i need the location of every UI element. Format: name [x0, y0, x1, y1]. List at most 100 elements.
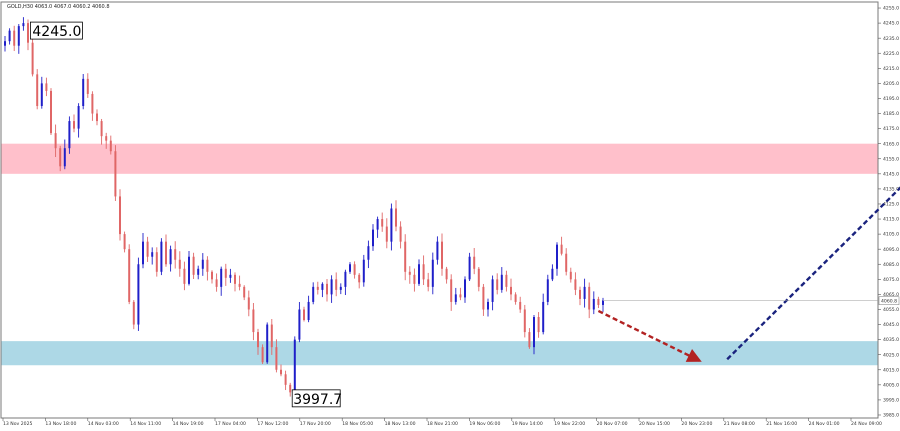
candle-body — [436, 241, 439, 260]
candle-body — [243, 286, 246, 298]
candle-body — [385, 226, 388, 242]
candle-body — [201, 259, 204, 269]
candle-body — [404, 241, 407, 272]
candle-body — [312, 286, 315, 302]
x-tick-label: 24 Nov 01:00 — [809, 421, 840, 427]
y-tick-label: 4095.0 — [883, 247, 899, 253]
candle-body — [326, 283, 328, 295]
candle-body — [602, 300, 604, 305]
candle-body — [362, 259, 365, 283]
y-tick-label: 4145.0 — [883, 171, 899, 177]
candle-body — [459, 294, 462, 298]
candle-body — [165, 241, 167, 265]
candle-body — [54, 133, 57, 149]
candle-body — [169, 249, 172, 265]
candle-body — [178, 259, 181, 269]
y-tick-label: 4235.0 — [883, 36, 899, 42]
candle-body — [63, 148, 66, 167]
candle-body — [128, 249, 131, 302]
candle-body — [215, 279, 218, 287]
high-callout-box — [29, 21, 83, 40]
symbol-header: GOLD,H30 4063.0 4067.0 4060.2 4060.8 — [7, 4, 110, 10]
candle-body — [146, 241, 149, 257]
candle-body — [293, 339, 296, 393]
candle-body — [36, 74, 39, 106]
candle-body — [523, 309, 526, 333]
y-tick-label: 4215.0 — [883, 66, 899, 72]
y-tick-label: 4055.0 — [883, 307, 899, 313]
candle-body — [528, 332, 531, 348]
x-tick-label: 17 Nov 20:00 — [300, 421, 331, 427]
candle-body — [40, 83, 43, 106]
candle-body — [183, 268, 186, 284]
candle-body — [542, 301, 545, 333]
candle-body — [588, 286, 591, 310]
x-tick-label: 20 Nov 07:00 — [597, 421, 628, 427]
candle-body — [137, 264, 140, 325]
x-tick-label: 21 Nov 08:00 — [724, 421, 755, 427]
candle-body — [390, 208, 393, 242]
candle-body — [514, 294, 517, 302]
candle-body — [556, 244, 558, 269]
x-tick-label: 18 Nov 05:00 — [342, 421, 373, 427]
y-tick-label: 4225.0 — [883, 51, 899, 57]
candle-body — [482, 286, 485, 310]
candle-body — [73, 121, 75, 129]
candle-body — [349, 264, 351, 272]
y-tick-label: 3985.0 — [883, 413, 899, 419]
candle-body — [211, 271, 213, 280]
y-tick-label: 4045.0 — [883, 322, 899, 328]
candle-body — [473, 256, 476, 269]
candle-body — [418, 264, 420, 284]
candle-body — [109, 140, 112, 152]
candle-body — [395, 208, 397, 227]
candles-group — [4, 17, 604, 397]
candle-body — [91, 93, 94, 114]
candle-body — [289, 384, 292, 393]
candle-body — [284, 374, 287, 385]
candle-body — [422, 264, 425, 280]
candle-body — [519, 301, 522, 310]
candle-body — [376, 219, 379, 230]
candle-body — [82, 78, 85, 106]
candle-body — [280, 369, 282, 375]
x-tick-label: 24 Nov 09:00 — [851, 421, 882, 427]
candle-body — [252, 309, 255, 333]
candle-body — [358, 274, 361, 283]
x-tick-label: 13 Nov 2025 — [3, 421, 32, 427]
candle-body — [500, 274, 503, 290]
candle-body — [303, 309, 305, 321]
y-tick-label: 4195.0 — [883, 96, 899, 102]
candle-body — [100, 121, 103, 137]
candle-body — [579, 289, 581, 299]
decline-arrow — [597, 309, 702, 362]
y-tick-label: 3995.0 — [883, 398, 899, 404]
candle-body — [505, 274, 508, 287]
candle-body — [330, 279, 333, 295]
candle-body — [477, 268, 480, 287]
candle-body — [464, 279, 466, 298]
y-tick-label: 4245.0 — [883, 21, 899, 27]
candle-body — [298, 309, 301, 340]
candle-body — [592, 298, 595, 310]
x-tick-label: 14 Nov 11:00 — [130, 421, 161, 427]
x-tick-label: 21 Nov 16:00 — [766, 421, 797, 427]
candle-body — [491, 279, 494, 302]
candle-body — [344, 271, 347, 287]
candle-body — [77, 106, 80, 129]
x-tick-label: 18 Nov 21:00 — [427, 421, 458, 427]
candle-body — [275, 347, 278, 370]
price-tag-box — [878, 296, 900, 305]
candle-body — [224, 268, 227, 278]
candle-body — [220, 268, 223, 287]
price-tag-label: 4060.8 — [881, 299, 897, 305]
high-callout-label: 4245.0 — [32, 24, 81, 40]
candle-body — [427, 279, 430, 287]
candle-body — [569, 271, 572, 280]
candle-body — [155, 252, 158, 272]
candle-body — [316, 286, 319, 290]
y-tick-label: 4135.0 — [883, 186, 899, 192]
candle-body — [31, 42, 34, 75]
candle-body — [119, 196, 121, 235]
